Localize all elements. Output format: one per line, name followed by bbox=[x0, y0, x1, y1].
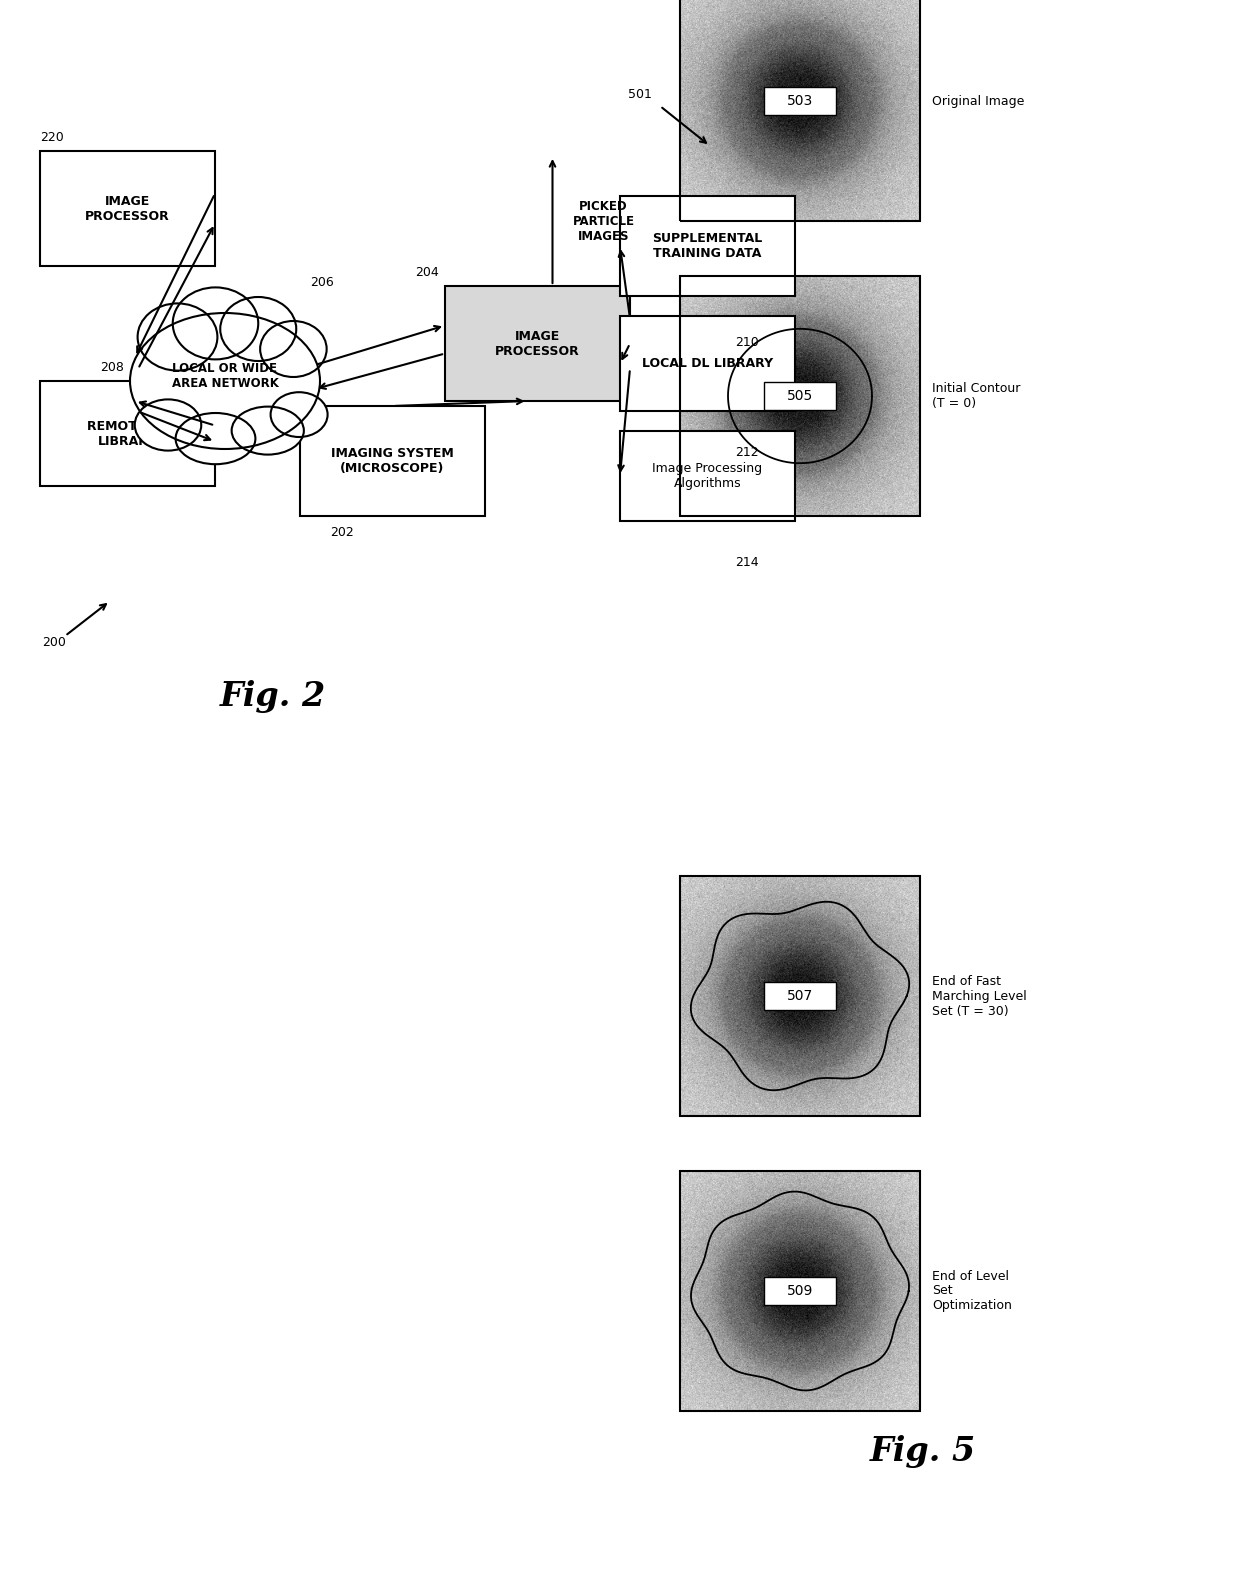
FancyBboxPatch shape bbox=[300, 407, 485, 515]
Ellipse shape bbox=[135, 399, 201, 451]
Text: LOCAL DL LIBRARY: LOCAL DL LIBRARY bbox=[642, 358, 773, 370]
Text: 505: 505 bbox=[787, 389, 813, 403]
Text: IMAGING SYSTEM
(MICROSCOPE): IMAGING SYSTEM (MICROSCOPE) bbox=[331, 448, 454, 474]
FancyBboxPatch shape bbox=[40, 381, 215, 485]
Text: IMAGE
PROCESSOR: IMAGE PROCESSOR bbox=[495, 329, 580, 358]
Text: Initial Contour
(T = 0): Initial Contour (T = 0) bbox=[932, 381, 1021, 410]
Bar bbox=[764, 1277, 836, 1305]
Text: 509: 509 bbox=[787, 1284, 813, 1299]
Text: SUPPLEMENTAL
TRAINING DATA: SUPPLEMENTAL TRAINING DATA bbox=[652, 232, 763, 260]
Bar bbox=[680, 0, 920, 221]
Bar bbox=[680, 1171, 920, 1411]
Ellipse shape bbox=[176, 413, 255, 465]
Text: End of Level
Set
Optimization: End of Level Set Optimization bbox=[932, 1270, 1012, 1313]
Bar bbox=[764, 982, 836, 1010]
Text: PICKED
PARTICLE
IMAGES: PICKED PARTICLE IMAGES bbox=[573, 200, 635, 243]
Text: Fig. 5: Fig. 5 bbox=[870, 1436, 976, 1467]
Text: REMOTE DL
LIBRARY: REMOTE DL LIBRARY bbox=[87, 419, 167, 448]
Ellipse shape bbox=[270, 392, 327, 437]
Ellipse shape bbox=[138, 304, 217, 370]
Bar bbox=[680, 876, 920, 1116]
FancyBboxPatch shape bbox=[620, 317, 795, 411]
Ellipse shape bbox=[130, 314, 320, 449]
Ellipse shape bbox=[260, 322, 326, 377]
Text: 503: 503 bbox=[787, 95, 813, 109]
Text: 208: 208 bbox=[100, 361, 124, 374]
Text: End of Fast
Marching Level
Set (T = 30): End of Fast Marching Level Set (T = 30) bbox=[932, 974, 1027, 1018]
Text: 212: 212 bbox=[735, 446, 759, 459]
Text: IMAGE
PROCESSOR: IMAGE PROCESSOR bbox=[86, 194, 170, 222]
Text: 214: 214 bbox=[735, 556, 759, 569]
Text: 204: 204 bbox=[415, 266, 439, 279]
Text: Image Processing
Algorithms: Image Processing Algorithms bbox=[652, 462, 763, 490]
FancyBboxPatch shape bbox=[620, 430, 795, 522]
Ellipse shape bbox=[221, 296, 296, 361]
FancyBboxPatch shape bbox=[620, 195, 795, 296]
Text: 501: 501 bbox=[627, 88, 652, 101]
Text: 507: 507 bbox=[787, 990, 813, 1002]
Bar bbox=[764, 87, 836, 115]
Text: 202: 202 bbox=[330, 526, 353, 539]
Text: 206: 206 bbox=[310, 276, 334, 288]
Text: 220: 220 bbox=[40, 131, 63, 143]
FancyBboxPatch shape bbox=[40, 151, 215, 266]
Ellipse shape bbox=[172, 287, 258, 359]
Bar bbox=[680, 276, 920, 515]
Text: 200: 200 bbox=[42, 637, 66, 649]
FancyBboxPatch shape bbox=[445, 285, 630, 400]
Text: LOCAL OR WIDE
AREA NETWORK: LOCAL OR WIDE AREA NETWORK bbox=[171, 362, 279, 389]
Bar bbox=[764, 383, 836, 410]
Ellipse shape bbox=[232, 407, 304, 454]
Text: Fig. 2: Fig. 2 bbox=[219, 679, 326, 712]
Text: 210: 210 bbox=[735, 336, 759, 348]
Text: Original Image: Original Image bbox=[932, 95, 1024, 107]
